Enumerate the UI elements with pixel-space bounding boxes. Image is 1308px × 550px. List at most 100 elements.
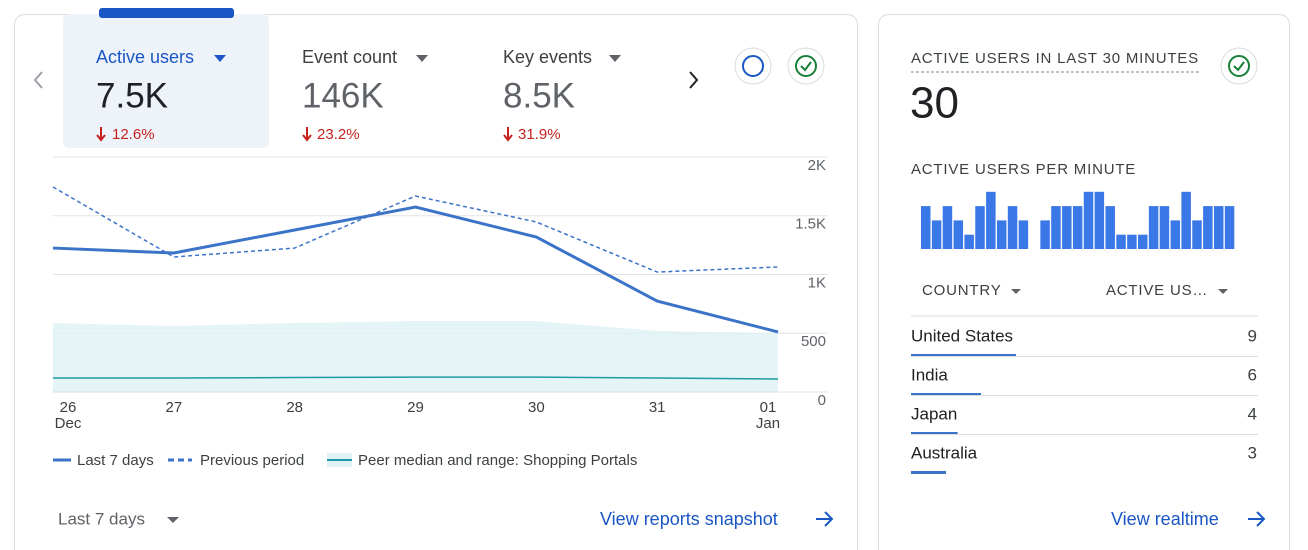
status-check (800, 61, 812, 72)
bar (1116, 234, 1126, 249)
series-line (52, 186, 779, 273)
country-name: Japan (911, 404, 957, 423)
country-bar (911, 432, 958, 435)
legend-label: Last 7 days (77, 452, 154, 469)
status-check (1233, 61, 1245, 72)
bar (942, 206, 953, 249)
country-name: India (911, 365, 948, 384)
x-tick-label: 30 (527, 399, 545, 416)
link-arrow (816, 511, 834, 527)
down-arrow (503, 127, 513, 142)
realtime-value: 30 (910, 79, 959, 128)
country-bar (911, 393, 981, 396)
status-icon[interactable] (1220, 47, 1258, 85)
tab-change: 12.6% (112, 126, 155, 143)
bar (953, 220, 964, 249)
tab-indicator (99, 8, 234, 18)
x-tick-label: 01 Jan (755, 399, 781, 432)
selected-tab[interactable] (63, 14, 269, 148)
bar (996, 220, 1007, 249)
bar (1224, 206, 1235, 249)
country-value: 3 (1248, 443, 1257, 462)
dropdown-caret (167, 517, 179, 523)
insight-icon[interactable] (734, 47, 772, 85)
bar (1148, 206, 1159, 249)
bar (1213, 206, 1224, 249)
country-value: 4 (1248, 404, 1257, 423)
snapshot-link[interactable]: View reports snapshot (600, 509, 778, 529)
peer-range-area (53, 321, 778, 392)
bar (986, 191, 996, 249)
bar (921, 206, 931, 249)
peer-median-line (53, 376, 779, 380)
dropdown-caret (1218, 289, 1228, 294)
dropdown-caret (1011, 289, 1021, 294)
bar (1170, 220, 1181, 249)
tab-value: 8.5K (503, 76, 575, 115)
country-bar (911, 354, 1016, 357)
x-tick-label: 26 Dec (54, 399, 82, 432)
bar (1127, 234, 1137, 249)
realtime-link[interactable]: View realtime (1111, 509, 1219, 529)
y-tick-label: 0 (818, 392, 826, 409)
bar (1138, 234, 1148, 249)
prev-arrow[interactable] (33, 71, 43, 89)
bar (1072, 206, 1083, 249)
bar (1203, 206, 1213, 249)
legend-label: Peer median and range: Shopping Portals (358, 452, 637, 469)
dropdown-caret (214, 55, 226, 62)
legend-label: Previous period (200, 452, 304, 469)
y-tick-label: 1K (808, 274, 826, 291)
x-tick-label: 31 (648, 399, 666, 416)
realtime-title: ACTIVE USERS IN LAST 30 MINUTES (911, 50, 1199, 67)
tab-change: 23.2% (317, 126, 360, 143)
tab-label[interactable]: Event count (302, 47, 397, 67)
down-arrow (96, 127, 106, 142)
dropdown-caret (609, 55, 621, 62)
bar (1105, 206, 1115, 249)
bar (1062, 206, 1072, 249)
dropdown-caret (416, 55, 428, 62)
x-tick-label: 27 (165, 399, 183, 416)
status-icon-ring (1228, 55, 1250, 77)
down-arrow (302, 127, 312, 142)
x-tick-label: 29 (407, 399, 424, 416)
status-icon[interactable] (787, 47, 825, 85)
bar (1094, 191, 1105, 249)
insight-icon-glyph (742, 55, 764, 77)
bar (1192, 220, 1202, 249)
tab-value: 7.5K (96, 76, 168, 115)
link-arrow (1248, 511, 1266, 527)
country-value: 9 (1248, 326, 1257, 345)
date-range[interactable]: Last 7 days (58, 509, 145, 528)
tab-change: 31.9% (518, 126, 561, 143)
bar (1018, 220, 1029, 249)
table-header[interactable]: ACTIVE US… (1106, 282, 1208, 299)
x-tick-label: 28 (286, 399, 303, 416)
y-tick-label: 500 (801, 333, 826, 350)
realtime-card (878, 14, 1290, 550)
tab-label[interactable]: Active users (96, 47, 194, 67)
bar (1159, 206, 1170, 249)
status-icon-ring (795, 55, 817, 77)
tab-value: 146K (302, 76, 384, 115)
country-name: United States (911, 326, 1013, 345)
next-arrow[interactable] (689, 71, 699, 89)
bar (1040, 220, 1050, 249)
bar (1083, 191, 1094, 249)
bar-chart-title: ACTIVE USERS PER MINUTE (911, 161, 1136, 178)
y-tick-label: 2K (808, 157, 826, 174)
tab-label[interactable]: Key events (503, 47, 592, 67)
country-value: 6 (1248, 365, 1257, 384)
bar (931, 220, 942, 249)
country-bar (911, 471, 946, 474)
y-tick-label: 1.5K (795, 216, 826, 233)
bar (975, 206, 985, 249)
bar (964, 234, 974, 249)
series-line (52, 205, 779, 334)
table-header[interactable]: COUNTRY (922, 282, 1002, 299)
bar (1007, 206, 1018, 249)
overview-card (14, 14, 858, 550)
